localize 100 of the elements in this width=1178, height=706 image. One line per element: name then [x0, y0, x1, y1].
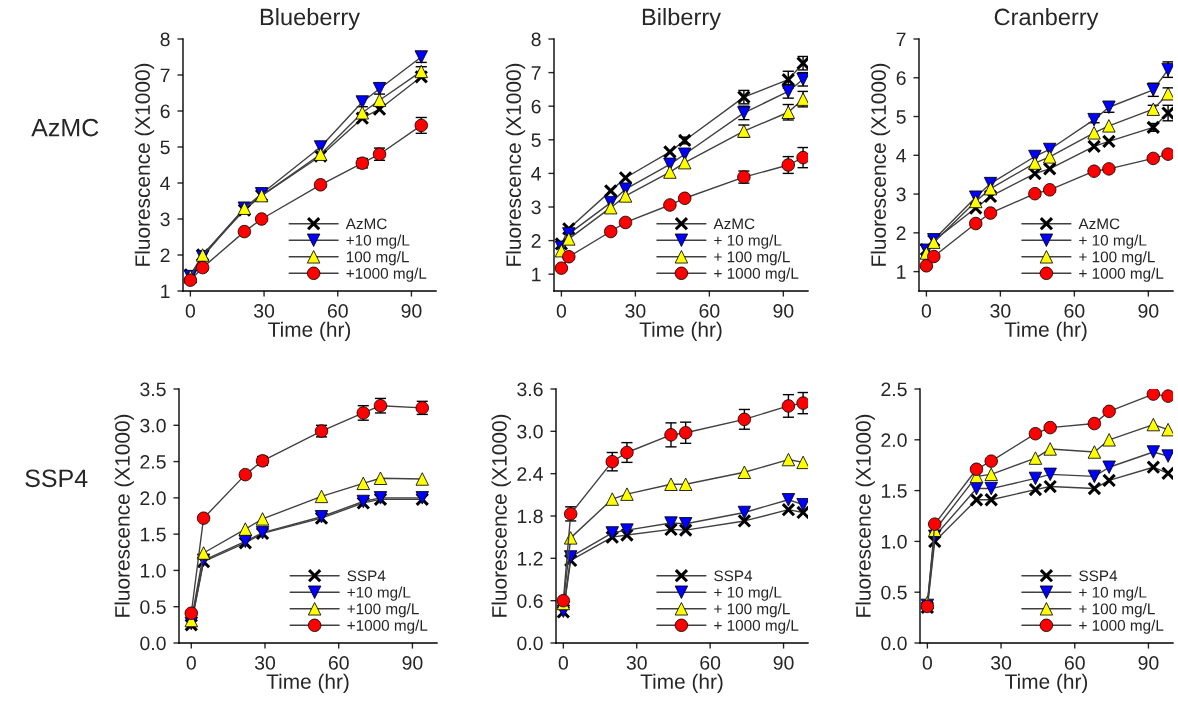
legend-label: +10 mg/L — [346, 234, 410, 249]
legend-label: + 100 mg/L — [1079, 603, 1155, 618]
y-tick-label: 0.6 — [517, 594, 543, 608]
y-tick-label: 5 — [531, 133, 541, 148]
text: SSP4 — [25, 469, 88, 488]
y-tick-label: 6 — [896, 71, 906, 86]
legend-label: +1000 mg/L — [347, 619, 428, 634]
y-tick-label: 7 — [160, 68, 170, 83]
y-tick-label: 0.5 — [881, 585, 907, 600]
y-tick-label: 4 — [531, 167, 541, 181]
legend-label: + 1000 mg/L — [1079, 267, 1164, 282]
y-tick-label: 1.0 — [140, 563, 166, 578]
y-tick-label: 2 — [531, 234, 541, 248]
text: AzMC — [31, 118, 99, 137]
x-tick-label: 0 — [558, 656, 568, 670]
legend-label: +1000 mg/L — [346, 267, 427, 282]
legend-label: SSP4 — [347, 570, 386, 582]
x-tick-label: 60 — [1064, 656, 1085, 670]
y-tick-label: 3 — [160, 212, 170, 227]
legend-label: + 10 mg/L — [714, 586, 782, 601]
y-axis-title: Fluorescence (X1000) — [134, 63, 155, 266]
legend-label: + 100 mg/L — [714, 251, 790, 266]
legend-label: + 1000 mg/L — [714, 267, 799, 282]
x-axis-title: Time (hr) — [640, 673, 723, 694]
y-tick-label: 7 — [896, 32, 906, 47]
legend-label: + 10 mg/L — [1079, 586, 1147, 601]
x-tick-label: 30 — [625, 304, 646, 318]
x-axis-title: Time (hr) — [268, 321, 351, 342]
y-tick-label: 3.0 — [517, 424, 543, 439]
x-axis-title: Time (hr) — [639, 321, 722, 342]
y-tick-label: 8 — [531, 32, 541, 47]
x-tick-label: 60 — [1064, 304, 1085, 318]
y-tick-label: 0.5 — [140, 600, 166, 614]
x-axis-title: Time (hr) — [266, 673, 349, 694]
y-tick-label: 1.2 — [517, 551, 543, 566]
x-tick-label: 0 — [921, 304, 932, 318]
legend-label: AzMC — [1078, 218, 1120, 230]
x-tick-label: 30 — [990, 304, 1011, 318]
x-tick-label: 30 — [626, 656, 647, 670]
chart-title: Blueberry — [260, 8, 360, 31]
legend-label: AzMC — [713, 218, 755, 230]
y-axis-title: Fluorescence (X1000) — [855, 414, 875, 617]
legend-label: 100 mg/L — [346, 251, 409, 266]
legend-label: + 10 mg/L — [714, 234, 782, 249]
x-tick-label: 30 — [990, 656, 1012, 670]
legend-label: SSP4 — [714, 570, 753, 582]
y-tick-label: 7 — [531, 66, 541, 80]
y-tick-label: 3.6 — [517, 382, 543, 397]
y-tick-label: 1 — [161, 284, 170, 299]
x-axis-title: Time (hr) — [1005, 673, 1088, 694]
y-tick-label: 2 — [896, 226, 906, 240]
legend-label: + 100 mg/L — [714, 603, 790, 618]
y-axis-title: Fluorescence (X1000) — [491, 414, 511, 617]
x-tick-label: 60 — [699, 304, 720, 318]
y-tick-label: 1.5 — [881, 484, 907, 498]
y-tick-label: 1.8 — [517, 509, 543, 524]
y-tick-label: 2.0 — [881, 433, 907, 448]
y-tick-label: 3 — [531, 200, 541, 215]
x-tick-label: 60 — [328, 656, 349, 670]
y-tick-label: 1.0 — [881, 534, 907, 549]
chart-title: Bilberry — [642, 8, 721, 31]
legend-label: + 100 mg/L — [1079, 251, 1155, 266]
y-tick-label: 1.5 — [140, 527, 166, 542]
y-tick-label: 2.4 — [517, 467, 543, 481]
legend-label: +100 mg/L — [347, 603, 419, 618]
legend-label: + 1000 mg/L — [1079, 619, 1164, 634]
y-tick-label: 0.0 — [517, 636, 543, 651]
x-tick-label: 0 — [186, 656, 196, 670]
chart-title: Cranberry — [994, 8, 1099, 31]
x-tick-label: 90 — [401, 304, 422, 318]
y-tick-label: 0.0 — [881, 636, 907, 651]
x-tick-label: 0 — [922, 656, 933, 670]
y-tick-label: 4 — [896, 148, 906, 163]
y-tick-label: 5 — [160, 140, 170, 155]
y-tick-label: 2.0 — [140, 491, 166, 506]
x-axis-title: Time (hr) — [1004, 321, 1087, 342]
y-axis-title: Fluorescence (X1000) — [505, 63, 526, 266]
x-tick-label: 30 — [254, 656, 276, 670]
y-tick-label: 6 — [160, 104, 170, 119]
x-tick-label: 90 — [1138, 656, 1159, 670]
y-tick-label: 3 — [896, 187, 906, 202]
x-tick-label: 90 — [402, 656, 423, 670]
x-tick-label: 60 — [700, 656, 721, 670]
legend-label: +10 mg/L — [347, 586, 411, 601]
y-tick-label: 8 — [160, 32, 170, 47]
y-tick-label: 5 — [896, 110, 906, 124]
y-tick-label: 2 — [160, 248, 170, 263]
legend-label: SSP4 — [1079, 570, 1118, 582]
x-tick-label: 60 — [327, 304, 348, 318]
y-tick-label: 4 — [160, 176, 170, 191]
x-tick-label: 0 — [185, 304, 196, 318]
y-tick-label: 6 — [531, 99, 541, 114]
y-tick-label: 3.0 — [140, 418, 166, 433]
y-tick-label: 1 — [532, 267, 541, 282]
y-tick-label: 0.0 — [140, 636, 166, 651]
legend-label: AzMC — [345, 218, 387, 230]
y-axis-title: Fluorescence (X1000) — [114, 414, 134, 617]
y-tick-label: 3.5 — [140, 382, 166, 397]
x-tick-label: 90 — [1138, 304, 1159, 318]
y-tick-label: 2.5 — [140, 455, 166, 469]
